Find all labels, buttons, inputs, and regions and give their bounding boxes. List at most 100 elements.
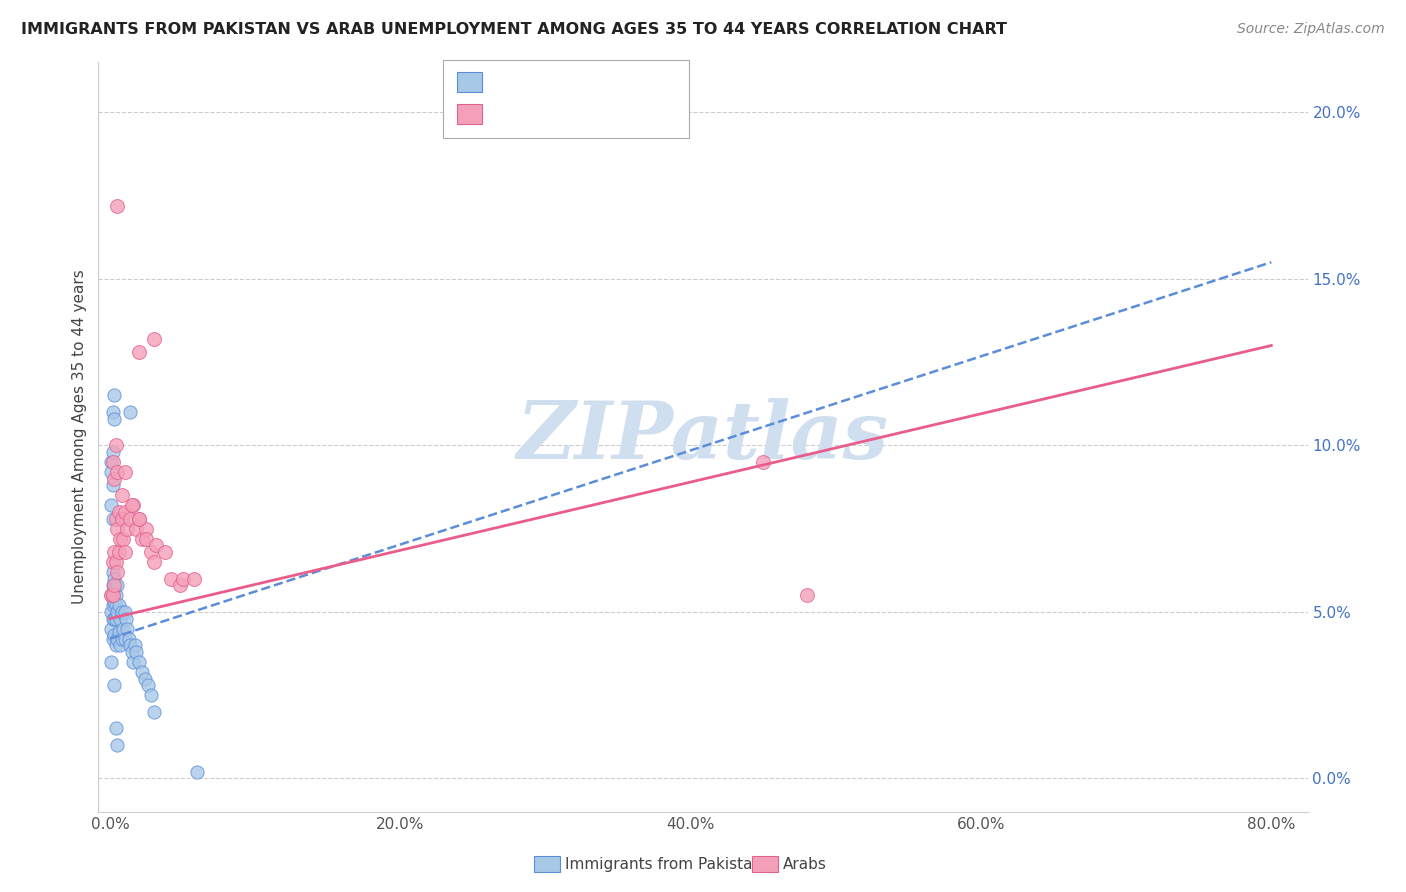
Point	[121, 645, 143, 659]
Point	[122, 499, 145, 513]
Point	[172, 572, 194, 586]
Point	[114, 505, 136, 519]
Text: IMMIGRANTS FROM PAKISTAN VS ARAB UNEMPLOYMENT AMONG AGES 35 TO 44 YEARS CORRELAT: IMMIGRANTS FROM PAKISTAN VS ARAB UNEMPLO…	[21, 22, 1007, 37]
Text: 45: 45	[612, 106, 634, 124]
Point	[111, 488, 134, 502]
Point	[105, 632, 128, 646]
Point	[114, 632, 136, 646]
Point	[169, 578, 191, 592]
Point	[100, 605, 122, 619]
Point	[145, 538, 167, 552]
Point	[118, 632, 141, 646]
Point	[104, 588, 127, 602]
Point	[103, 472, 125, 486]
Point	[142, 555, 165, 569]
Point	[104, 555, 127, 569]
Point	[128, 655, 150, 669]
Point	[114, 545, 136, 559]
Point	[160, 572, 183, 586]
Point	[117, 522, 139, 536]
Text: N =: N =	[574, 106, 621, 124]
Point	[108, 532, 131, 546]
Point	[100, 455, 122, 469]
Point	[100, 622, 122, 636]
Point	[142, 332, 165, 346]
Point	[114, 465, 136, 479]
Point	[135, 532, 157, 546]
Point	[104, 611, 127, 625]
Point	[103, 411, 125, 425]
Point	[105, 465, 128, 479]
Point	[103, 578, 125, 592]
Point	[101, 478, 124, 492]
Point	[796, 588, 818, 602]
Point	[125, 645, 148, 659]
Point	[114, 605, 136, 619]
Point	[100, 655, 122, 669]
Point	[153, 545, 176, 559]
Point	[103, 545, 125, 559]
Point	[122, 655, 145, 669]
Point	[124, 638, 146, 652]
Point	[104, 722, 127, 736]
Point	[104, 599, 127, 613]
Point	[128, 511, 150, 525]
Point	[108, 638, 131, 652]
Point	[103, 611, 125, 625]
Point	[101, 445, 124, 459]
Point	[139, 545, 162, 559]
Point	[105, 578, 128, 592]
Point	[103, 595, 125, 609]
Text: ZIPatlas: ZIPatlas	[517, 399, 889, 475]
Point	[101, 588, 124, 602]
Point	[105, 738, 128, 752]
Point	[101, 455, 124, 469]
Point	[100, 499, 122, 513]
Point	[101, 555, 124, 569]
Point	[142, 705, 165, 719]
Point	[101, 632, 124, 646]
Point	[135, 522, 157, 536]
Point	[105, 565, 128, 579]
Point	[103, 678, 125, 692]
Point	[100, 465, 122, 479]
Point	[120, 638, 142, 652]
Point	[107, 545, 129, 559]
Point	[128, 511, 150, 525]
Point	[131, 665, 153, 679]
Point	[103, 572, 125, 586]
Point	[120, 405, 142, 419]
Point	[111, 511, 134, 525]
Point	[139, 688, 162, 702]
Point	[128, 345, 150, 359]
Point	[120, 511, 142, 525]
Point	[105, 522, 128, 536]
Text: Arabs: Arabs	[783, 857, 827, 871]
Point	[183, 572, 205, 586]
Point	[107, 599, 129, 613]
Point	[101, 405, 124, 419]
Point	[111, 605, 134, 619]
Point	[103, 388, 125, 402]
Text: 59: 59	[612, 74, 634, 92]
Point	[125, 522, 148, 536]
Point	[104, 511, 127, 525]
Text: N =: N =	[574, 74, 621, 92]
Text: R =: R =	[491, 74, 527, 92]
Point	[108, 611, 131, 625]
Text: Immigrants from Pakistan: Immigrants from Pakistan	[565, 857, 762, 871]
Y-axis label: Unemployment Among Ages 35 to 44 years: Unemployment Among Ages 35 to 44 years	[72, 269, 87, 605]
Point	[121, 499, 143, 513]
Point	[101, 511, 124, 525]
Point	[101, 565, 124, 579]
Point	[136, 678, 159, 692]
Point	[752, 455, 775, 469]
Point	[107, 505, 129, 519]
Point	[186, 764, 208, 779]
Point	[101, 611, 124, 625]
Point	[101, 578, 124, 592]
Point	[105, 605, 128, 619]
Point	[117, 622, 139, 636]
Point	[105, 199, 128, 213]
Point	[131, 532, 153, 546]
